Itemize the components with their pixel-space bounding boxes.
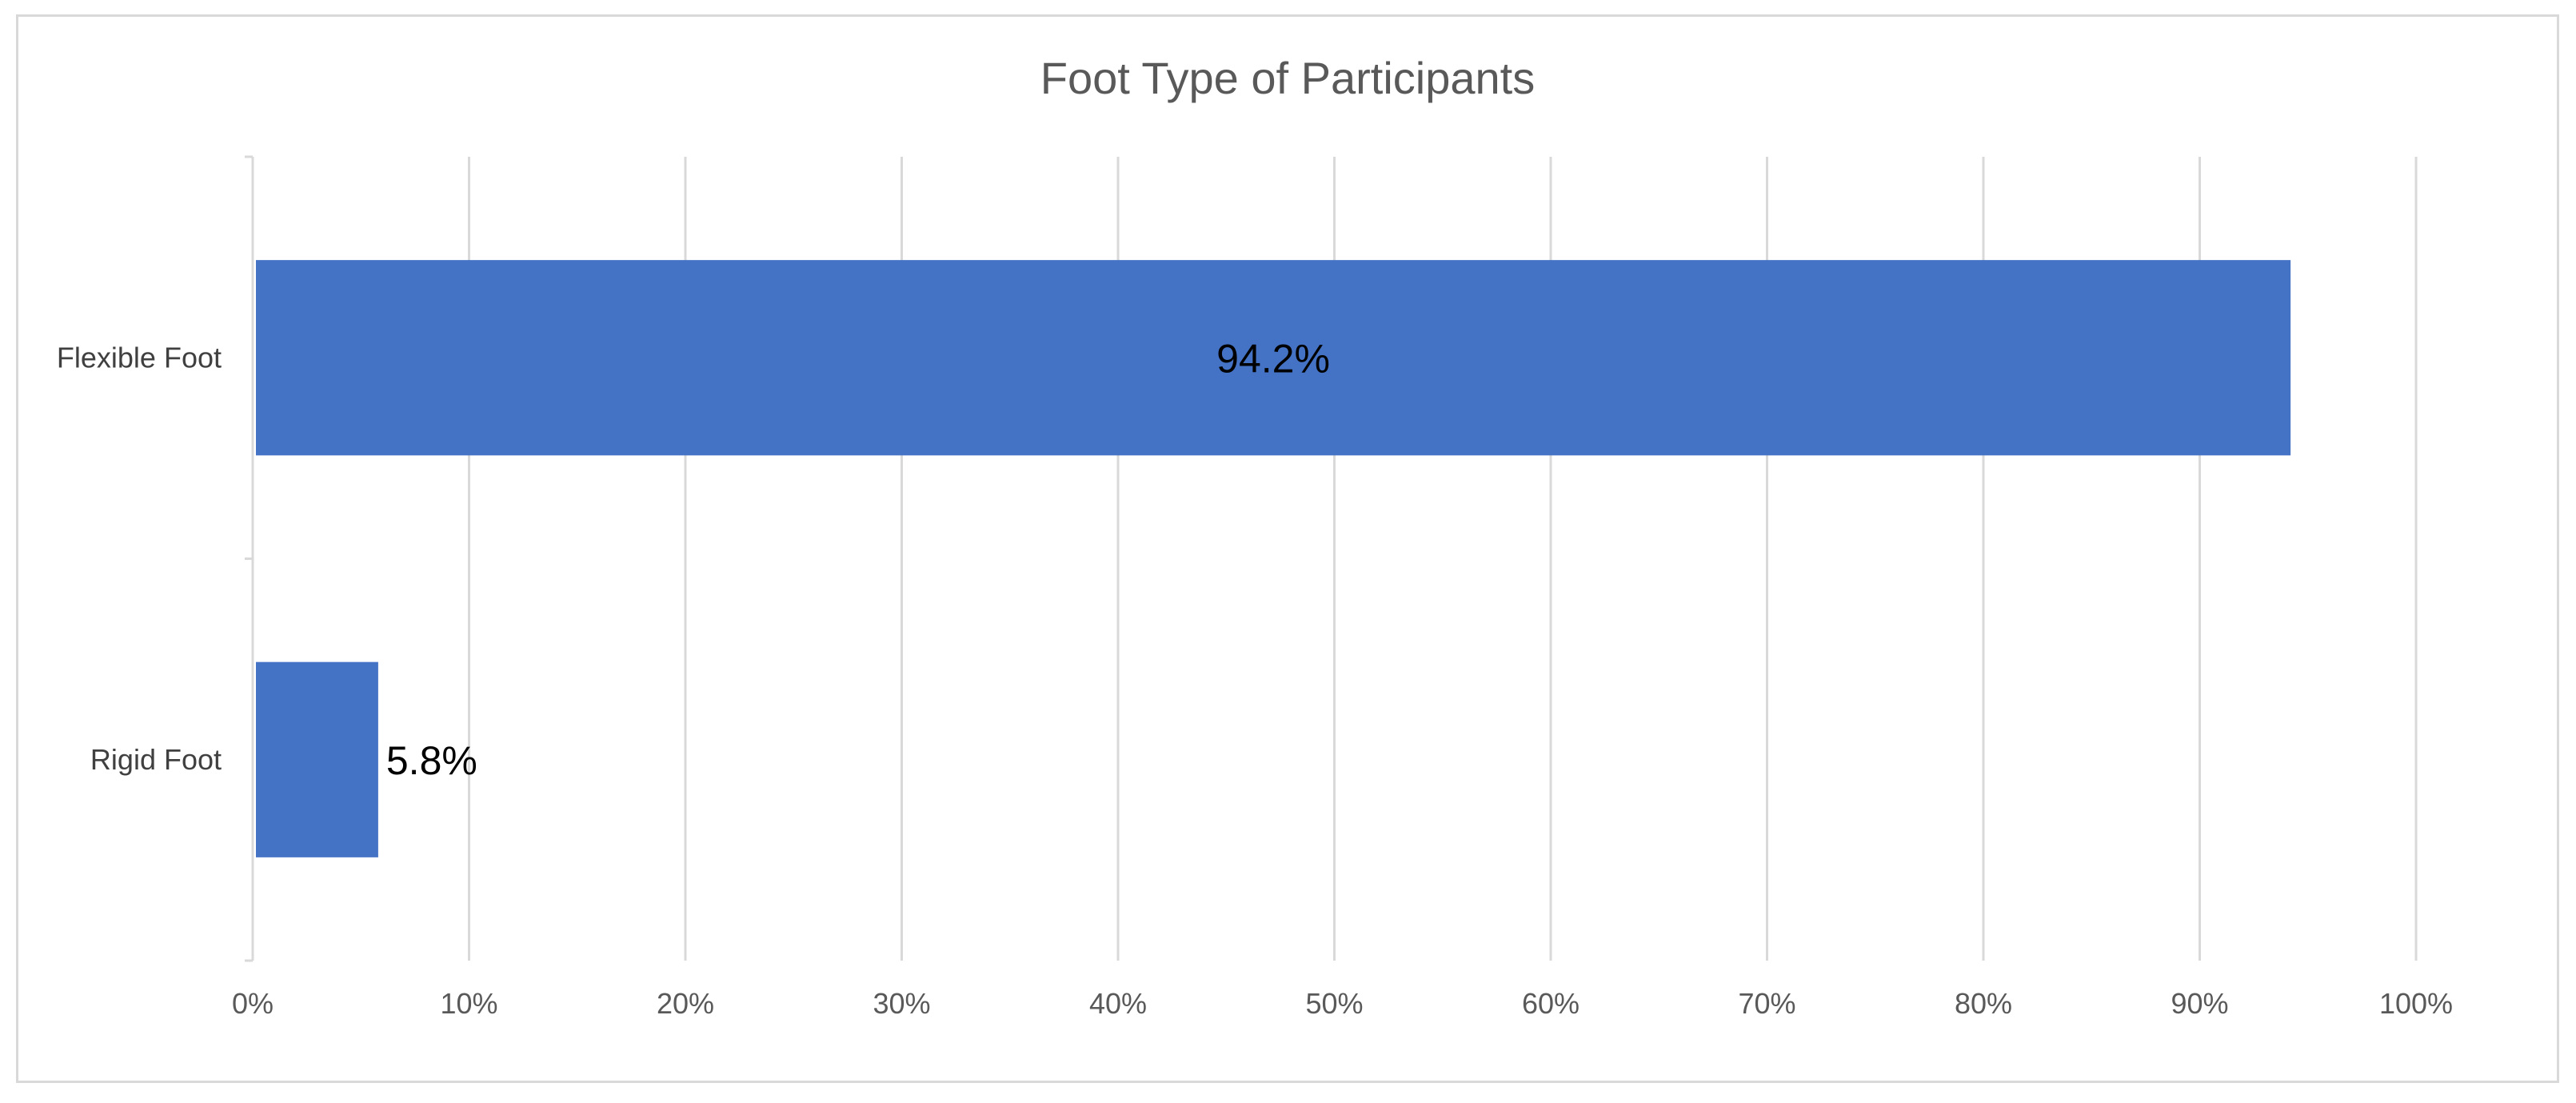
data-label: 5.8% xyxy=(386,738,477,783)
x-tick-label: 40% xyxy=(1089,987,1147,1020)
x-tick-label: 100% xyxy=(2379,987,2453,1020)
x-tick-label: 80% xyxy=(1955,987,2012,1020)
x-tick-label: 10% xyxy=(440,987,497,1020)
x-axis-tick-labels: 0% 10% 20% 30% 40% 50% 60% 70% 80% 90% 100% xyxy=(232,987,2453,1020)
bar xyxy=(256,260,2291,456)
bars xyxy=(256,260,2291,857)
x-tick-label: 50% xyxy=(1305,987,1363,1020)
x-tick-label: 90% xyxy=(2171,987,2228,1020)
x-tick-label: 20% xyxy=(657,987,714,1020)
category-label: Rigid Foot xyxy=(90,743,222,776)
y-axis xyxy=(245,155,254,962)
bar xyxy=(256,661,378,857)
data-label: 94.2% xyxy=(1216,336,1330,381)
x-tick-label: 60% xyxy=(1522,987,1580,1020)
x-tick-label: 70% xyxy=(1738,987,1795,1020)
x-tick-label: 30% xyxy=(873,987,930,1020)
bar-chart: Foot Type of Participants 94.2% 5.8% 0% 10… xyxy=(57,53,2453,1020)
category-label: Flexible Foot xyxy=(57,341,222,374)
chart-container: Foot Type of Participants 94.2% 5.8% 0% 10… xyxy=(16,14,2559,1083)
data-labels: 94.2% 5.8% xyxy=(386,336,1330,783)
chart-title: Foot Type of Participants xyxy=(1040,53,1535,103)
x-tick-label: 0% xyxy=(232,987,274,1020)
y-axis-category-labels: Flexible Foot Rigid Foot xyxy=(57,341,222,776)
